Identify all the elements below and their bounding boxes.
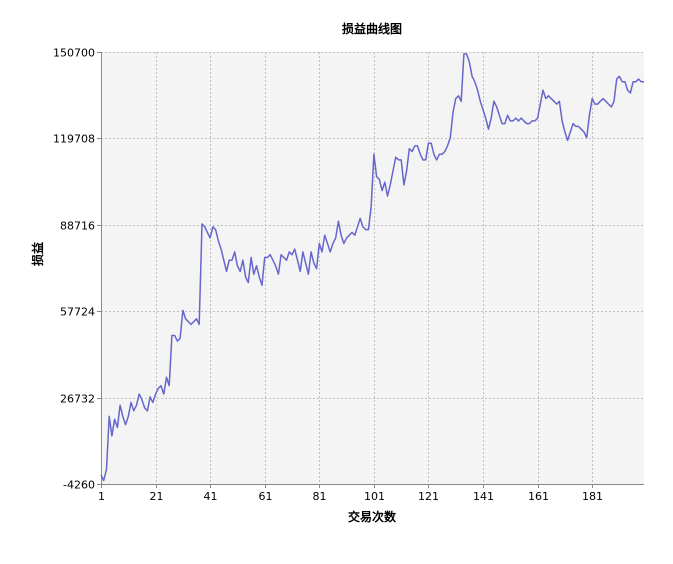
plot-area [101, 52, 644, 484]
y-tick-label: -4260 [63, 479, 95, 492]
y-axis-ticks: -4260 26732 57724 88716 119708 150700 [53, 47, 101, 492]
axes [101, 52, 644, 485]
x-tick-label: 181 [582, 490, 603, 503]
series-layer [100, 53, 644, 482]
y-tick-label: 57724 [60, 306, 95, 319]
y-tick-label: 119708 [53, 133, 95, 146]
x-axis-ticks: 1 21 41 61 81 101 121 141 161 181 [98, 484, 603, 503]
x-tick-label: 161 [528, 490, 549, 503]
series-line [100, 53, 644, 482]
x-tick-label: 61 [259, 490, 273, 503]
x-tick-label: 41 [204, 490, 218, 503]
x-tick-label: 141 [473, 490, 494, 503]
x-tick-label: 1 [98, 490, 105, 503]
grid-lines [101, 52, 644, 484]
y-axis-label: 损益 [30, 242, 45, 266]
x-tick-label: 81 [313, 490, 327, 503]
x-axis-label: 交易次数 [348, 509, 397, 524]
y-tick-label: 150700 [53, 47, 95, 60]
chart-title: 损益曲线图 [342, 21, 402, 36]
y-tick-label: 88716 [60, 220, 95, 233]
x-tick-label: 121 [418, 490, 439, 503]
x-tick-label: 101 [364, 490, 385, 503]
y-tick-label: 26732 [60, 393, 95, 406]
x-tick-label: 21 [150, 490, 164, 503]
